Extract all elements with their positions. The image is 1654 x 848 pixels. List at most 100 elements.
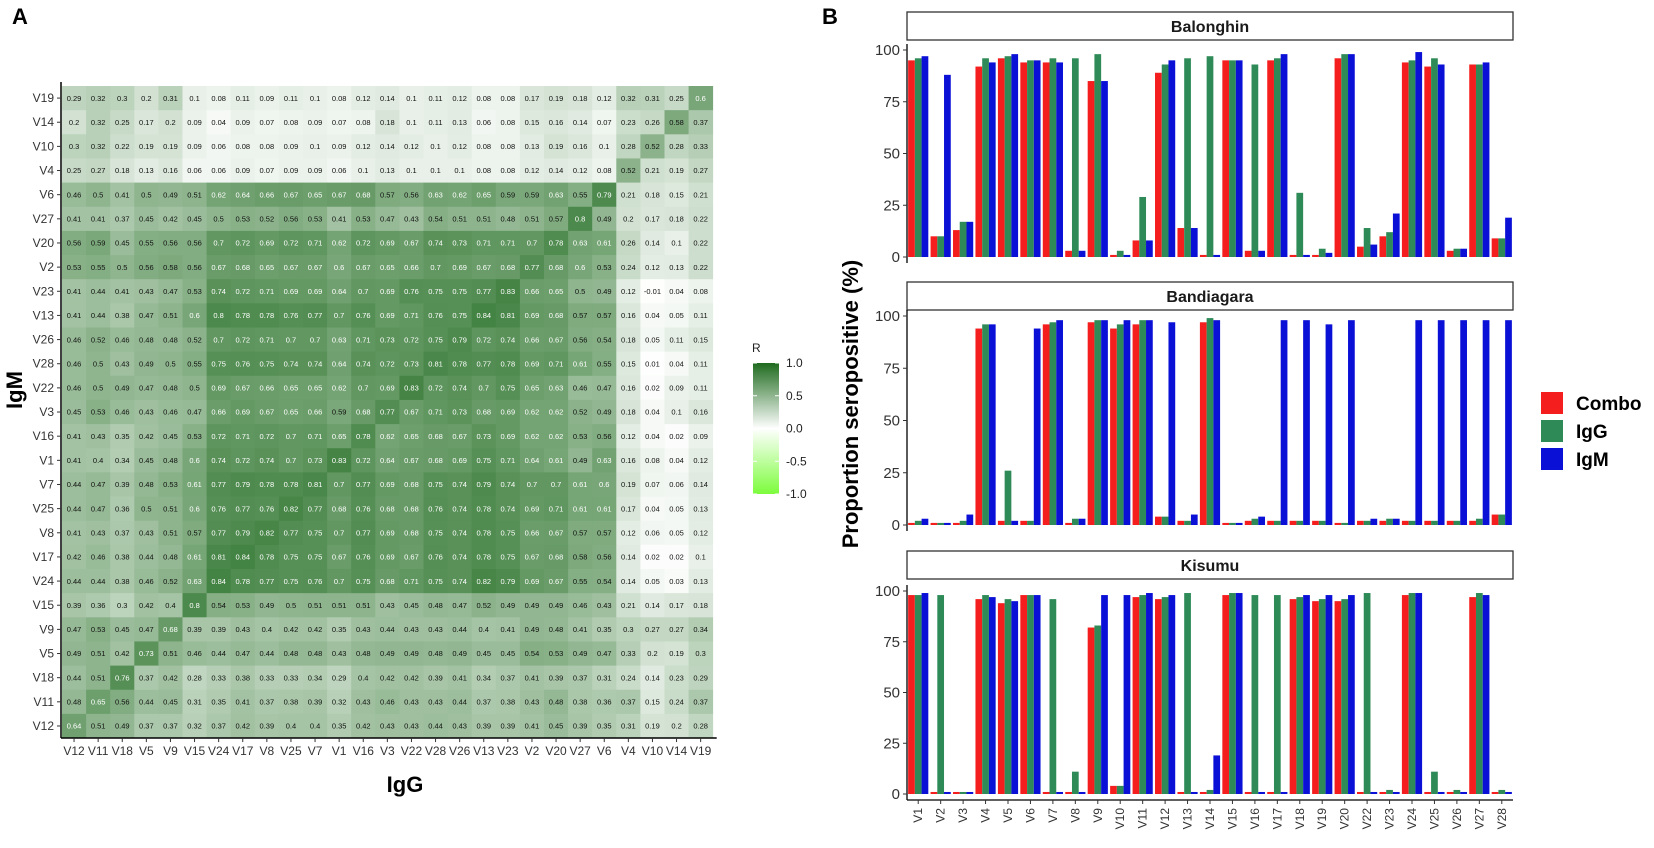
bar-x-tick-label: V20 — [1338, 808, 1352, 830]
heatmap-cell-value: 0.39 — [211, 625, 226, 634]
heatmap-cell-value: 0.12 — [645, 263, 660, 272]
bar-x-tick-label: V2 — [934, 808, 948, 823]
heatmap-cell — [495, 158, 521, 183]
heatmap-cell — [447, 496, 473, 522]
heatmap-cell — [134, 134, 159, 159]
heatmap-cell-value: 0.72 — [284, 239, 299, 248]
heatmap-cell — [86, 569, 111, 594]
heatmap-cell-value: 0.35 — [597, 625, 612, 634]
heatmap-x-tick-label: V9 — [163, 744, 178, 758]
heatmap-cell — [640, 206, 665, 232]
bar-igm — [1303, 320, 1310, 525]
heatmap-cell — [206, 569, 232, 594]
heatmap-cell-value: 0.08 — [476, 94, 491, 103]
heatmap-cell — [62, 617, 87, 642]
heatmap-cell — [640, 617, 665, 642]
heatmap-cell-value: 0.68 — [428, 432, 443, 441]
heatmap-cell — [399, 641, 424, 666]
bar-combo — [953, 230, 960, 257]
bar-igm — [1011, 601, 1019, 794]
heatmap-cell — [519, 255, 545, 280]
heatmap-cell-value: 0.63 — [187, 577, 202, 586]
bar-combo — [930, 236, 938, 257]
bar-igm — [1437, 791, 1445, 794]
heatmap-cell — [447, 110, 473, 135]
bar-igm — [1168, 322, 1176, 525]
heatmap-cell — [158, 255, 183, 280]
heatmap-cell-value: 0.46 — [67, 335, 82, 344]
heatmap-cell — [351, 375, 376, 401]
heatmap-cell-value: 0.47 — [139, 625, 154, 634]
heatmap-cell — [230, 641, 256, 666]
heatmap-cell — [447, 472, 473, 497]
bar-igg — [1071, 771, 1079, 794]
bar-igg — [982, 595, 989, 794]
bar-igm — [1101, 81, 1108, 257]
bar-igg — [1116, 785, 1124, 794]
heatmap-cell-value: 0.75 — [428, 528, 443, 537]
heatmap-cell — [351, 351, 376, 377]
heatmap-cell — [182, 689, 207, 715]
bar-igm — [966, 221, 974, 257]
heatmap-cell-value: 0.75 — [428, 287, 443, 296]
heatmap-cell-value: 0.07 — [260, 166, 275, 175]
heatmap-cell-value: 0.64 — [525, 456, 540, 465]
heatmap-cell-value: 0.18 — [693, 601, 708, 610]
bar-igg — [1453, 520, 1461, 525]
heatmap-cell-value: 0.19 — [621, 480, 636, 489]
bar-igg — [1071, 58, 1079, 257]
heatmap-cell-value: 0.43 — [404, 698, 419, 707]
bar-igg — [1408, 60, 1416, 257]
heatmap-cell — [568, 351, 593, 377]
heatmap-cell — [495, 472, 521, 497]
heatmap-cell-value: 0.13 — [139, 166, 154, 175]
heatmap-cell — [664, 134, 689, 159]
heatmap-cell-value: 0.42 — [380, 673, 395, 682]
heatmap-cell-value: 0.56 — [115, 698, 130, 707]
bar-combo — [1132, 240, 1140, 257]
heatmap-cell — [664, 593, 689, 618]
heatmap-cell-value: 0.53 — [163, 480, 178, 489]
heatmap-cell-value: 0.49 — [452, 649, 467, 658]
heatmap-cell-value: 0.47 — [163, 287, 178, 296]
heatmap-cell-value: 0.69 — [501, 408, 516, 417]
heatmap-cell-value: 0.75 — [428, 480, 443, 489]
heatmap-color-legend: R 1.00.50.0-0.5-1.0 — [752, 341, 807, 501]
heatmap-cell-value: 0.81 — [428, 359, 443, 368]
heatmap-cell-value: 0.37 — [693, 118, 708, 127]
heatmap-cell-value: 0.7 — [527, 239, 537, 248]
heatmap-cell-value: 0.13 — [380, 166, 395, 175]
heatmap-cell-value: 0.22 — [693, 239, 708, 248]
heatmap-cell — [158, 110, 183, 135]
heatmap-cell-value: 0.13 — [525, 142, 540, 151]
heatmap-cell-value: 0.42 — [139, 601, 154, 610]
heatmap-cell-value: 0.69 — [235, 408, 250, 417]
heatmap-cell — [447, 375, 473, 401]
heatmap-cell-value: 0.67 — [356, 263, 371, 272]
heatmap-x-tick-label: V15 — [184, 744, 206, 758]
heatmap-cell — [664, 375, 689, 401]
heatmap-cell — [399, 569, 424, 594]
heatmap-x-tick-label: V17 — [232, 744, 254, 758]
heatmap-cell — [110, 713, 135, 739]
bar-igm — [1235, 593, 1243, 794]
heatmap-y-tick-label: V16 — [33, 429, 55, 443]
bar-igm — [1505, 320, 1512, 525]
bar-igg — [914, 595, 922, 794]
heatmap-cell-value: -0.01 — [644, 287, 661, 296]
heatmap-cell — [544, 158, 569, 183]
heatmap-cell-value: 0.77 — [211, 480, 226, 489]
heatmap-cell — [278, 617, 304, 642]
heatmap-cell-value: 0.53 — [187, 287, 202, 296]
heatmap-cell-value: 0.41 — [573, 625, 588, 634]
heatmap-cell-value: 0.42 — [404, 673, 419, 682]
heatmap-cell — [158, 713, 183, 739]
heatmap-cell — [447, 303, 473, 328]
heatmap-cell-value: 0.32 — [332, 698, 347, 707]
heatmap-cell-value: 0.12 — [621, 528, 636, 537]
heatmap-cell-value: 0.57 — [187, 528, 202, 537]
heatmap-cell — [110, 255, 135, 280]
heatmap-cell — [110, 279, 135, 304]
bar-igg — [1161, 597, 1169, 794]
